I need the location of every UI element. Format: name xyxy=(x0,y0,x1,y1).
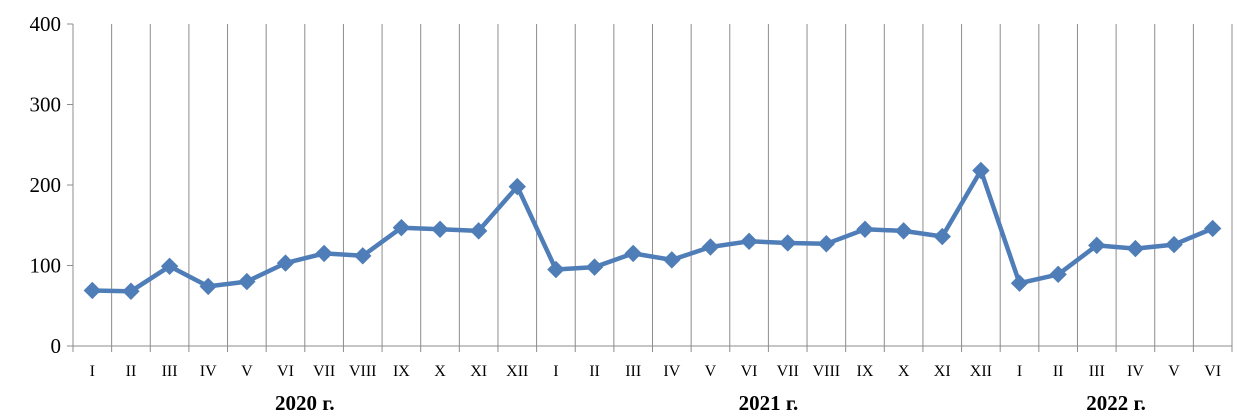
x-tick-label: X xyxy=(898,363,910,380)
x-tick-label: VI xyxy=(1204,363,1221,380)
x-tick-label: XII xyxy=(970,363,992,380)
data-point-marker xyxy=(354,247,372,265)
y-tick-label: 300 xyxy=(30,93,62,117)
x-tick-label: II xyxy=(589,363,600,380)
x-tick-label: VII xyxy=(313,363,335,380)
data-point-marker xyxy=(431,220,449,238)
x-tick-label: V xyxy=(705,363,717,380)
x-tick-label: IV xyxy=(663,363,680,380)
data-point-marker xyxy=(856,220,874,238)
x-tick-label: VI xyxy=(277,363,294,380)
data-point-marker xyxy=(1203,219,1222,238)
x-tick-label: IV xyxy=(1127,363,1144,380)
x-tick-label: XI xyxy=(470,363,487,380)
year-label: 2020 г. xyxy=(275,391,335,415)
data-point-marker xyxy=(663,251,681,269)
x-tick-label: VII xyxy=(777,363,799,380)
data-point-marker xyxy=(624,244,642,263)
y-tick-label: 0 xyxy=(51,334,62,358)
data-point-marker xyxy=(1088,236,1106,255)
year-label: 2021 г. xyxy=(739,391,799,415)
data-point-marker xyxy=(122,282,140,300)
data-point-marker xyxy=(972,161,990,180)
data-point-marker xyxy=(779,234,797,252)
x-tick-label: I xyxy=(553,363,558,380)
data-point-marker xyxy=(1049,265,1067,284)
data-point-marker xyxy=(547,260,565,279)
series-layer xyxy=(83,161,1222,300)
x-tick-label: IX xyxy=(393,363,410,380)
data-point-marker xyxy=(83,281,102,300)
data-point-marker xyxy=(160,257,179,276)
axis-layer xyxy=(67,23,1233,352)
data-point-marker xyxy=(1126,239,1145,258)
y-tick-label: 400 xyxy=(30,12,62,36)
x-tick-label: VIII xyxy=(349,363,377,380)
data-point-marker xyxy=(392,218,411,237)
x-tick-label: I xyxy=(1017,363,1022,380)
y-tick-label: 200 xyxy=(30,173,62,197)
x-tick-label: I xyxy=(90,363,95,380)
x-tick-label: III xyxy=(1089,363,1105,380)
x-tick-label: V xyxy=(1168,363,1180,380)
x-tick-label: VIII xyxy=(813,363,841,380)
data-point-marker xyxy=(1010,274,1029,292)
x-tick-label: X xyxy=(434,363,446,380)
x-tick-label: IX xyxy=(857,363,874,380)
x-tick-label: IV xyxy=(200,363,217,380)
data-point-marker xyxy=(817,235,836,253)
x-tick-label: II xyxy=(126,363,137,380)
x-tick-label: XI xyxy=(934,363,951,380)
data-point-marker xyxy=(238,272,256,291)
x-tick-label: II xyxy=(1053,363,1064,380)
data-point-marker xyxy=(276,254,295,272)
grid-layer xyxy=(111,24,1233,346)
x-tick-label: VI xyxy=(741,363,758,380)
data-point-marker xyxy=(508,177,526,196)
data-point-marker xyxy=(585,258,604,276)
data-point-marker xyxy=(1165,235,1183,254)
y-tick-label: 100 xyxy=(30,254,62,278)
data-point-marker xyxy=(315,244,333,263)
year-label: 2022 г. xyxy=(1086,391,1146,415)
data-point-marker xyxy=(199,277,217,296)
data-point-marker xyxy=(740,232,758,251)
data-point-marker xyxy=(701,238,720,256)
x-tick-label: III xyxy=(162,363,178,380)
x-tick-label: XII xyxy=(506,363,528,380)
data-point-marker xyxy=(894,222,913,240)
data-point-marker xyxy=(469,222,488,240)
data-point-marker xyxy=(933,227,951,246)
x-tick-label: III xyxy=(625,363,641,380)
x-tick-label: V xyxy=(241,363,253,380)
